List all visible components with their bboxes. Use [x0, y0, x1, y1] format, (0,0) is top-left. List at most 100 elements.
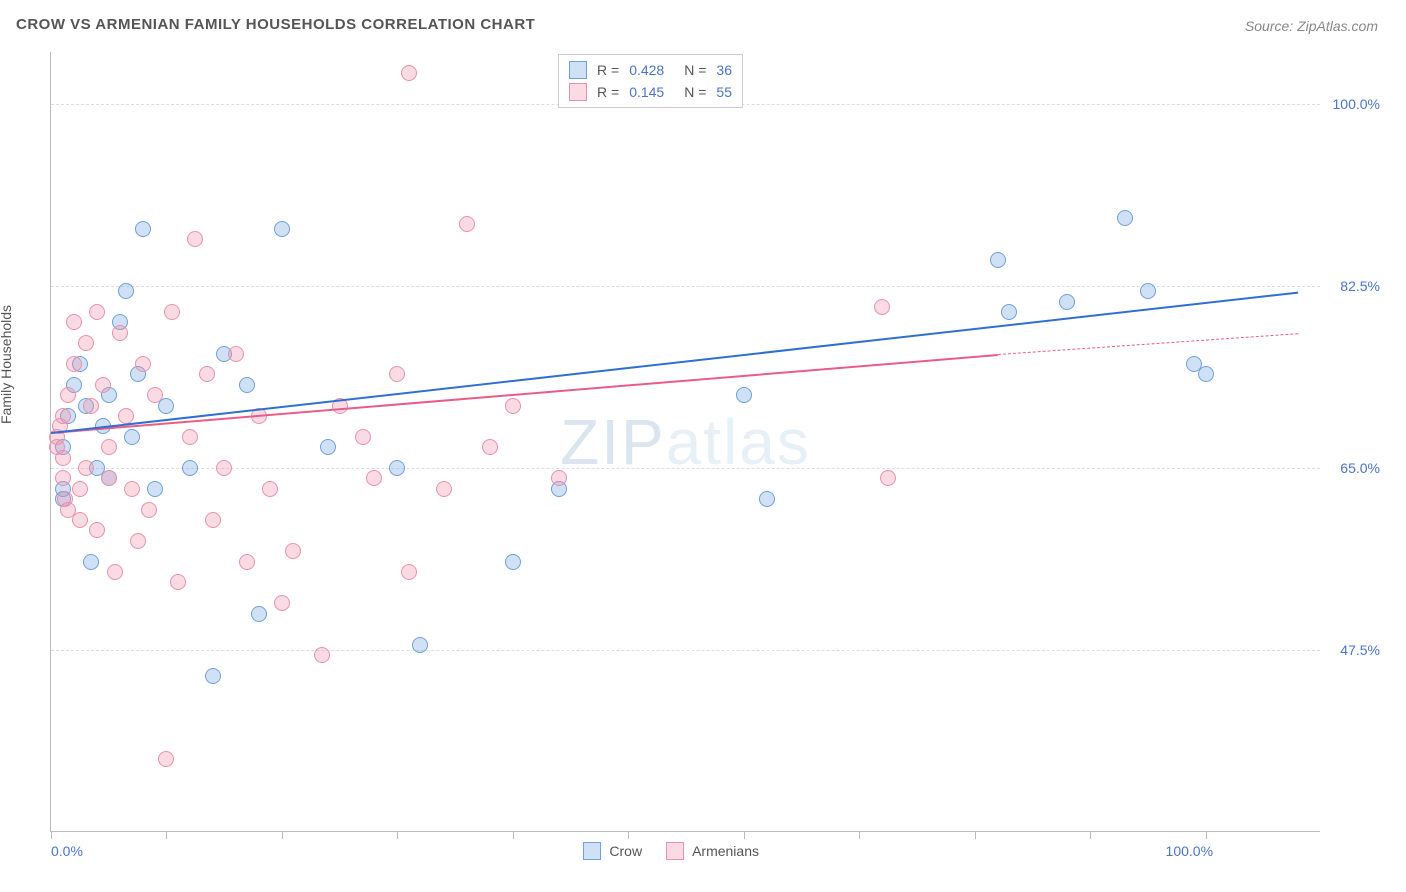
r-value: 0.428 [629, 62, 664, 78]
scatter-point-armenians [72, 512, 88, 528]
scatter-point-armenians [459, 216, 475, 232]
xtick-label: 0.0% [51, 843, 83, 859]
n-prefix: N = [684, 62, 706, 78]
xtick [51, 831, 52, 839]
legend-item-armenians: Armenians [666, 842, 759, 860]
gridline [51, 468, 1320, 469]
scatter-point-armenians [401, 65, 417, 81]
xtick [859, 831, 860, 839]
ytick-label: 65.0% [1340, 460, 1380, 476]
xtick [397, 831, 398, 839]
scatter-point-armenians [401, 564, 417, 580]
xtick [975, 831, 976, 839]
scatter-point-armenians [83, 398, 99, 414]
xtick [744, 831, 745, 839]
scatter-point-armenians [239, 554, 255, 570]
scatter-point-crow [124, 429, 140, 445]
scatter-point-crow [135, 221, 151, 237]
scatter-point-armenians [124, 481, 140, 497]
scatter-point-crow [1140, 283, 1156, 299]
scatter-point-armenians [78, 335, 94, 351]
trend-line [998, 333, 1298, 355]
n-prefix: N = [684, 84, 706, 100]
stats-legend: R =0.428N =36R =0.145N =55 [558, 54, 743, 108]
ytick-label: 82.5% [1340, 278, 1380, 294]
scatter-point-armenians [101, 439, 117, 455]
scatter-point-armenians [355, 429, 371, 445]
scatter-point-armenians [170, 574, 186, 590]
legend-item-crow: Crow [583, 842, 642, 860]
scatter-point-armenians [389, 366, 405, 382]
scatter-point-crow [320, 439, 336, 455]
trend-line [51, 291, 1298, 433]
scatter-point-armenians [55, 470, 71, 486]
scatter-point-armenians [505, 398, 521, 414]
source-label: Source: ZipAtlas.com [1245, 18, 1378, 34]
trend-line [51, 354, 998, 434]
scatter-point-armenians [112, 325, 128, 341]
n-value: 55 [716, 84, 732, 100]
scatter-point-crow [182, 460, 198, 476]
gridline [51, 650, 1320, 651]
scatter-point-armenians [199, 366, 215, 382]
legend-row-crow: R =0.428N =36 [569, 59, 732, 81]
swatch-armenians [569, 83, 587, 101]
xtick [513, 831, 514, 839]
scatter-point-armenians [141, 502, 157, 518]
r-value: 0.145 [629, 84, 664, 100]
scatter-point-crow [389, 460, 405, 476]
scatter-point-crow [205, 668, 221, 684]
scatter-point-armenians [164, 304, 180, 320]
scatter-point-armenians [147, 387, 163, 403]
scatter-point-armenians [551, 470, 567, 486]
scatter-point-armenians [66, 314, 82, 330]
scatter-point-armenians [89, 522, 105, 538]
swatch-armenians [666, 842, 684, 860]
scatter-point-crow [274, 221, 290, 237]
scatter-point-crow [118, 283, 134, 299]
series-legend: Crow Armenians [583, 842, 759, 860]
scatter-point-crow [505, 554, 521, 570]
scatter-point-crow [990, 252, 1006, 268]
xtick [628, 831, 629, 839]
scatter-point-armenians [274, 595, 290, 611]
scatter-point-armenians [72, 481, 88, 497]
r-prefix: R = [597, 84, 619, 100]
scatter-point-crow [1198, 366, 1214, 382]
xtick [1090, 831, 1091, 839]
r-prefix: R = [597, 62, 619, 78]
scatter-point-armenians [130, 533, 146, 549]
xtick [166, 831, 167, 839]
xtick [1206, 831, 1207, 839]
scatter-point-armenians [880, 470, 896, 486]
scatter-point-armenians [205, 512, 221, 528]
y-axis-label: Family Households [0, 305, 14, 424]
scatter-point-armenians [366, 470, 382, 486]
legend-label: Armenians [692, 843, 759, 859]
scatter-point-armenians [216, 460, 232, 476]
legend-row-armenians: R = 0.145 N = 55 [569, 81, 732, 103]
correlation-chart: CROW VS ARMENIAN FAMILY HOUSEHOLDS CORRE… [10, 10, 1396, 882]
scatter-point-crow [1001, 304, 1017, 320]
scatter-point-armenians [285, 543, 301, 559]
gridline [51, 286, 1320, 287]
scatter-point-crow [736, 387, 752, 403]
scatter-point-armenians [314, 647, 330, 663]
scatter-point-crow [412, 637, 428, 653]
legend-label: Crow [609, 843, 642, 859]
scatter-point-armenians [60, 387, 76, 403]
ytick-label: 100.0% [1333, 96, 1380, 112]
scatter-point-armenians [482, 439, 498, 455]
scatter-point-crow [759, 491, 775, 507]
scatter-point-armenians [78, 460, 94, 476]
swatch-crow [583, 842, 601, 860]
scatter-point-armenians [89, 304, 105, 320]
scatter-point-armenians [436, 481, 452, 497]
scatter-point-armenians [107, 564, 123, 580]
scatter-point-crow [147, 481, 163, 497]
scatter-point-crow [1059, 294, 1075, 310]
scatter-point-crow [251, 606, 267, 622]
scatter-point-crow [1117, 210, 1133, 226]
ytick-label: 47.5% [1340, 642, 1380, 658]
xtick [282, 831, 283, 839]
